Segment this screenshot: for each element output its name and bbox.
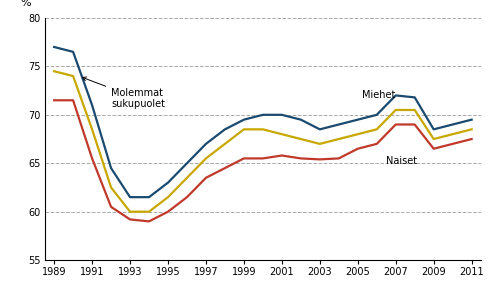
Text: Naiset: Naiset: [386, 155, 417, 166]
Text: %: %: [21, 0, 31, 8]
Text: Molemmat
sukupuolet: Molemmat sukupuolet: [82, 77, 165, 109]
Text: Miehet: Miehet: [362, 90, 395, 100]
